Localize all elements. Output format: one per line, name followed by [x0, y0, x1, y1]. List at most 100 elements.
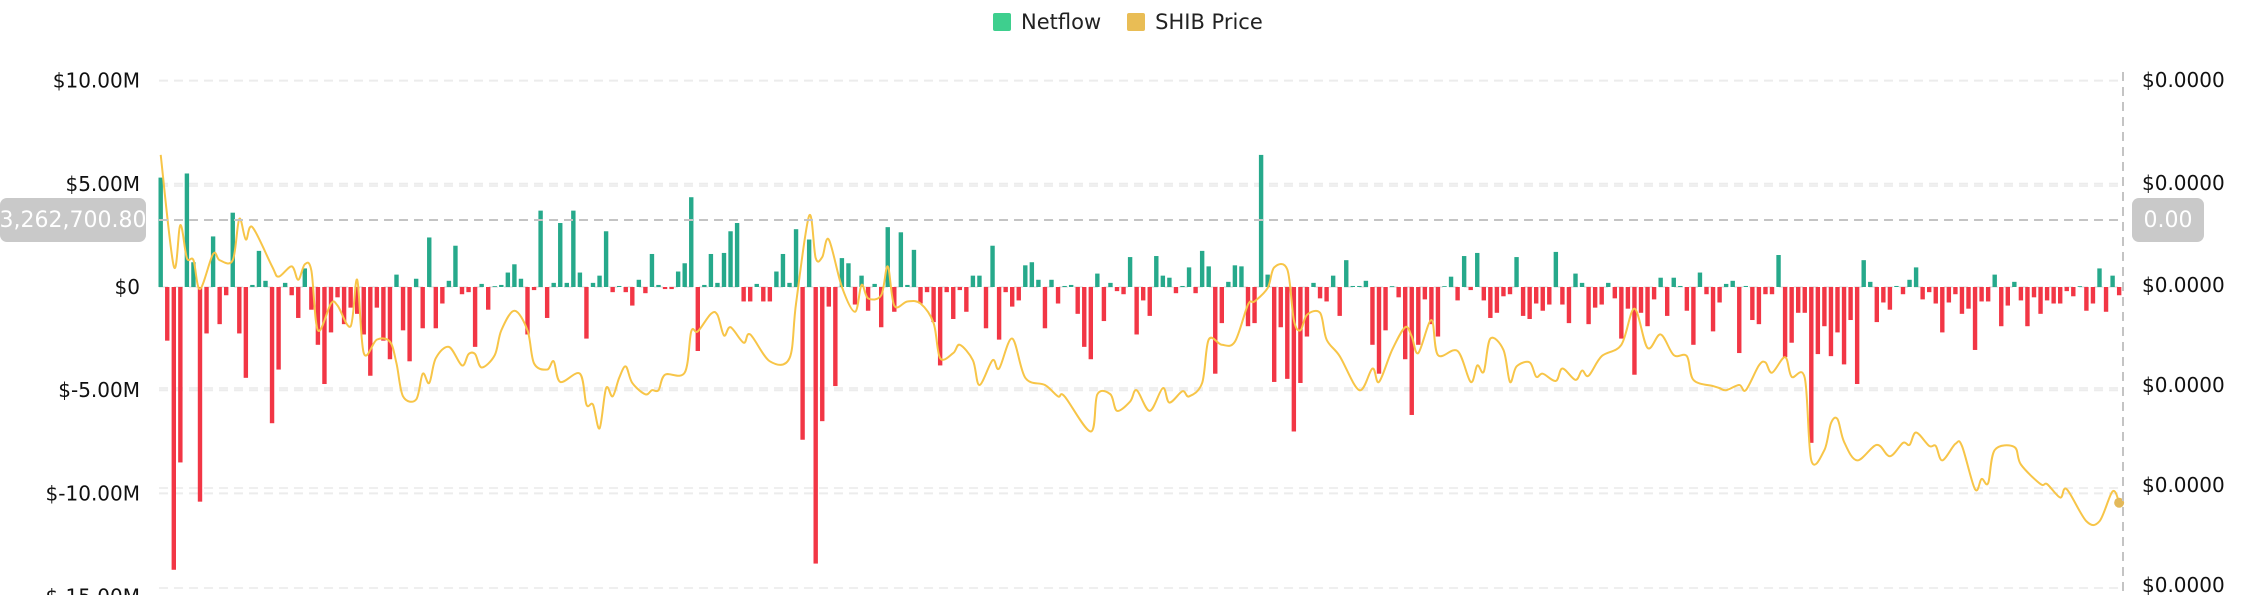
netflow-bar [1782, 287, 1788, 358]
price-end-dot [2114, 497, 2125, 508]
netflow-bar [1874, 287, 1879, 323]
netflow-bar [1848, 287, 1853, 321]
netflow-bar [1337, 287, 1342, 316]
netflow-bar [217, 287, 222, 325]
netflow-bar [486, 287, 491, 310]
netflow-bar [335, 287, 340, 298]
netflow-bar [1927, 287, 1932, 293]
netflow-bar [433, 287, 438, 329]
netflow-bar [184, 173, 190, 287]
netflow-bar [577, 272, 583, 287]
netflow-bar [1999, 287, 2004, 327]
netflow-bar [1016, 287, 1021, 301]
netflow-bar [197, 287, 203, 502]
netflow-bar [1828, 287, 1834, 357]
netflow-bar [1566, 287, 1572, 324]
netflow-bar [2097, 268, 2102, 287]
netflow-bar [1226, 281, 1231, 287]
right-tick-label: $0.0000 [2142, 473, 2225, 497]
netflow-bar [1291, 287, 1297, 432]
netflow-bar [1953, 287, 1958, 295]
netflow-bar [1042, 287, 1048, 329]
right-tick-label: $0.0000 [2142, 68, 2225, 92]
netflow-bar [394, 274, 399, 287]
netflow-bar [230, 212, 235, 287]
netflow-bar [158, 177, 163, 287]
netflow-bar [702, 284, 707, 287]
netflow-bar [1442, 286, 1447, 287]
netflow-bar [1606, 282, 1611, 287]
legend-item-netflow[interactable]: Netflow [993, 10, 1101, 34]
netflow-bar [1507, 287, 1513, 295]
netflow-bar [1468, 287, 1473, 291]
netflow-bar [1691, 287, 1696, 345]
netflow-bar [1651, 287, 1657, 300]
netflow-bar [1913, 267, 1919, 287]
netflow-bar [1547, 287, 1552, 305]
netflow-bar [427, 237, 432, 287]
netflow-bar [1769, 287, 1775, 295]
netflow-bar [1887, 287, 1893, 310]
netflow-bar [400, 287, 406, 331]
netflow-bar [2031, 287, 2037, 298]
netflow-bar [1520, 287, 1526, 316]
netflow-bar [1180, 285, 1185, 287]
netflow-bar [1514, 257, 1519, 287]
netflow-bar [872, 283, 877, 287]
netflow-bar [1494, 287, 1500, 313]
netflow-bar [603, 231, 609, 287]
netflow-bar [1049, 279, 1054, 287]
netflow-bar [1684, 287, 1690, 311]
netflow-bar [1665, 287, 1670, 316]
netflow-bar [656, 284, 661, 287]
netflow-bar [1108, 282, 1113, 287]
netflow-bar [243, 287, 249, 378]
netflow-bar [1429, 287, 1434, 325]
legend-item-shib-price[interactable]: SHIB Price [1127, 10, 1263, 34]
netflow-bar [1815, 287, 1821, 355]
netflow-bar [1599, 287, 1604, 305]
netflow-bar [1553, 251, 1559, 287]
netflow-bar [715, 282, 720, 287]
netflow-bar [2110, 275, 2115, 287]
netflow-bar [1278, 287, 1283, 328]
netflow-bar [1730, 280, 1735, 287]
netflow-bar [833, 287, 838, 387]
netflow-bar [597, 275, 602, 287]
netflow-bar [2018, 287, 2024, 301]
netflow-bar [852, 287, 858, 305]
netflow-bar [1134, 287, 1139, 335]
crosshair-right-value: 0.00 [2143, 207, 2193, 233]
netflow-bar [800, 287, 805, 440]
netflow-bar [1868, 281, 1873, 287]
netflow-bar [1206, 266, 1211, 287]
netflow-bar [728, 231, 733, 287]
netflow-bar [282, 282, 288, 287]
netflow-bar [1285, 287, 1290, 379]
netflow-bar [1376, 287, 1382, 374]
netflow-bar [564, 282, 569, 287]
netflow-bar [1979, 287, 1984, 302]
netflow-bar [951, 287, 956, 319]
right-tick-label: $0.0000 [2142, 171, 2225, 195]
netflow-bar [610, 287, 615, 293]
netflow-bar [630, 287, 635, 306]
netflow-bar [1232, 265, 1238, 287]
netflow-bar [1147, 287, 1152, 316]
netflow-bar [1055, 287, 1061, 304]
netflow-bar [420, 287, 425, 329]
netflow-bars [158, 154, 2122, 570]
left-tick-label: $10.00M [53, 69, 140, 93]
crosshair-left-value: 3,262,700.80 [0, 207, 147, 233]
netflow-bar [793, 229, 799, 287]
netflow-bar [1534, 287, 1539, 304]
netflow-bar [551, 282, 556, 287]
netflow-bar [1344, 260, 1349, 287]
netflow-bar [1154, 256, 1159, 287]
netflow-bar [1717, 287, 1722, 303]
netflow-bar [341, 287, 347, 325]
netflow-bar [479, 283, 484, 287]
netflow-bar [859, 275, 864, 287]
netflow-bar [191, 262, 196, 287]
